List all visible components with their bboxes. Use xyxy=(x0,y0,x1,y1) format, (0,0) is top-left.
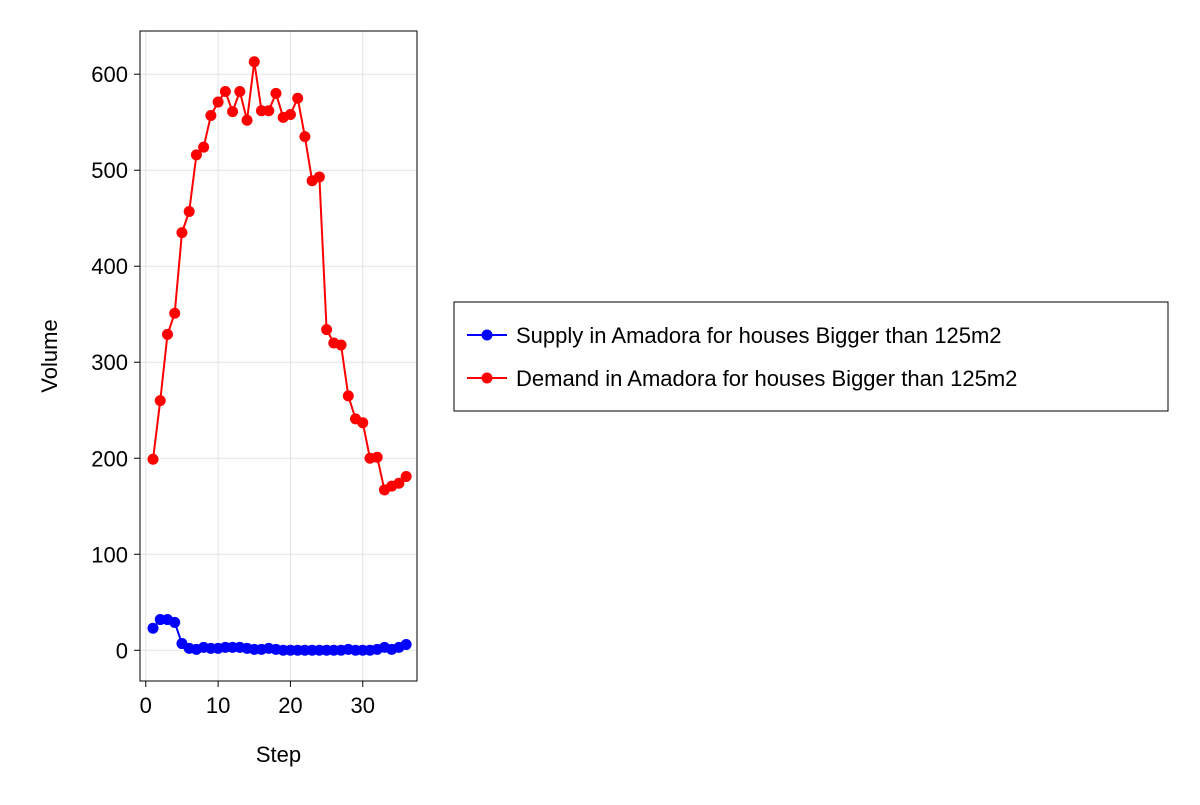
y-tick-label: 400 xyxy=(91,254,128,279)
data-point-demand xyxy=(292,92,304,104)
x-tick-label: 30 xyxy=(351,693,375,718)
data-point-supply xyxy=(147,622,159,634)
data-point-demand xyxy=(335,339,347,351)
legend-label-demand: Demand in Amadora for houses Bigger than… xyxy=(516,366,1017,391)
data-point-demand xyxy=(371,451,383,463)
data-point-demand xyxy=(176,227,188,239)
data-point-demand xyxy=(241,114,253,126)
data-point-demand xyxy=(393,477,405,489)
y-tick-label: 200 xyxy=(91,446,128,471)
data-point-demand xyxy=(263,105,275,117)
data-point-supply xyxy=(169,616,181,628)
legend-box xyxy=(453,301,1169,412)
data-point-demand xyxy=(400,470,412,482)
data-point-demand xyxy=(198,141,210,153)
data-point-demand xyxy=(169,307,181,319)
legend-marker-demand xyxy=(481,372,493,384)
plot-frame xyxy=(139,30,418,682)
y-tick-label: 300 xyxy=(91,350,128,375)
y-axis-label: Volume xyxy=(37,319,62,392)
data-point-supply xyxy=(400,639,412,651)
y-tick-label: 600 xyxy=(91,62,128,87)
legend-label-supply: Supply in Amadora for houses Bigger than… xyxy=(516,323,1002,348)
data-point-demand xyxy=(227,106,239,118)
x-tick-label: 0 xyxy=(140,693,152,718)
data-point-demand xyxy=(270,87,282,99)
data-point-demand xyxy=(183,206,195,218)
data-point-demand xyxy=(161,328,173,340)
data-point-demand xyxy=(248,56,260,68)
data-point-demand xyxy=(299,131,311,143)
series-line-demand xyxy=(152,60,407,491)
x-tick-label: 20 xyxy=(278,693,302,718)
y-tick-label: 500 xyxy=(91,158,128,183)
y-tick-label: 0 xyxy=(116,638,128,663)
data-point-demand xyxy=(154,395,166,407)
data-point-demand xyxy=(147,453,159,465)
data-point-demand xyxy=(205,109,217,121)
data-point-demand xyxy=(212,96,224,108)
y-tick-label: 100 xyxy=(91,542,128,567)
legend-marker-supply xyxy=(481,329,493,341)
legend-entry-supply: Supply in Amadora for houses Bigger than… xyxy=(467,323,1002,348)
data-point-demand xyxy=(342,390,354,402)
data-point-demand xyxy=(219,85,231,97)
x-axis-label: Step xyxy=(256,742,301,767)
legend: Supply in Amadora for houses Bigger than… xyxy=(453,301,1169,412)
data-point-demand xyxy=(284,109,296,121)
legend-entry-demand: Demand in Amadora for houses Bigger than… xyxy=(467,366,1017,391)
grid-lines xyxy=(140,31,417,681)
series-layer xyxy=(147,56,412,656)
x-tick-label: 10 xyxy=(206,693,230,718)
data-point-demand xyxy=(234,85,246,97)
data-point-demand xyxy=(321,324,333,336)
data-point-demand xyxy=(190,149,202,161)
data-point-demand xyxy=(357,417,369,429)
data-point-demand xyxy=(313,171,325,183)
